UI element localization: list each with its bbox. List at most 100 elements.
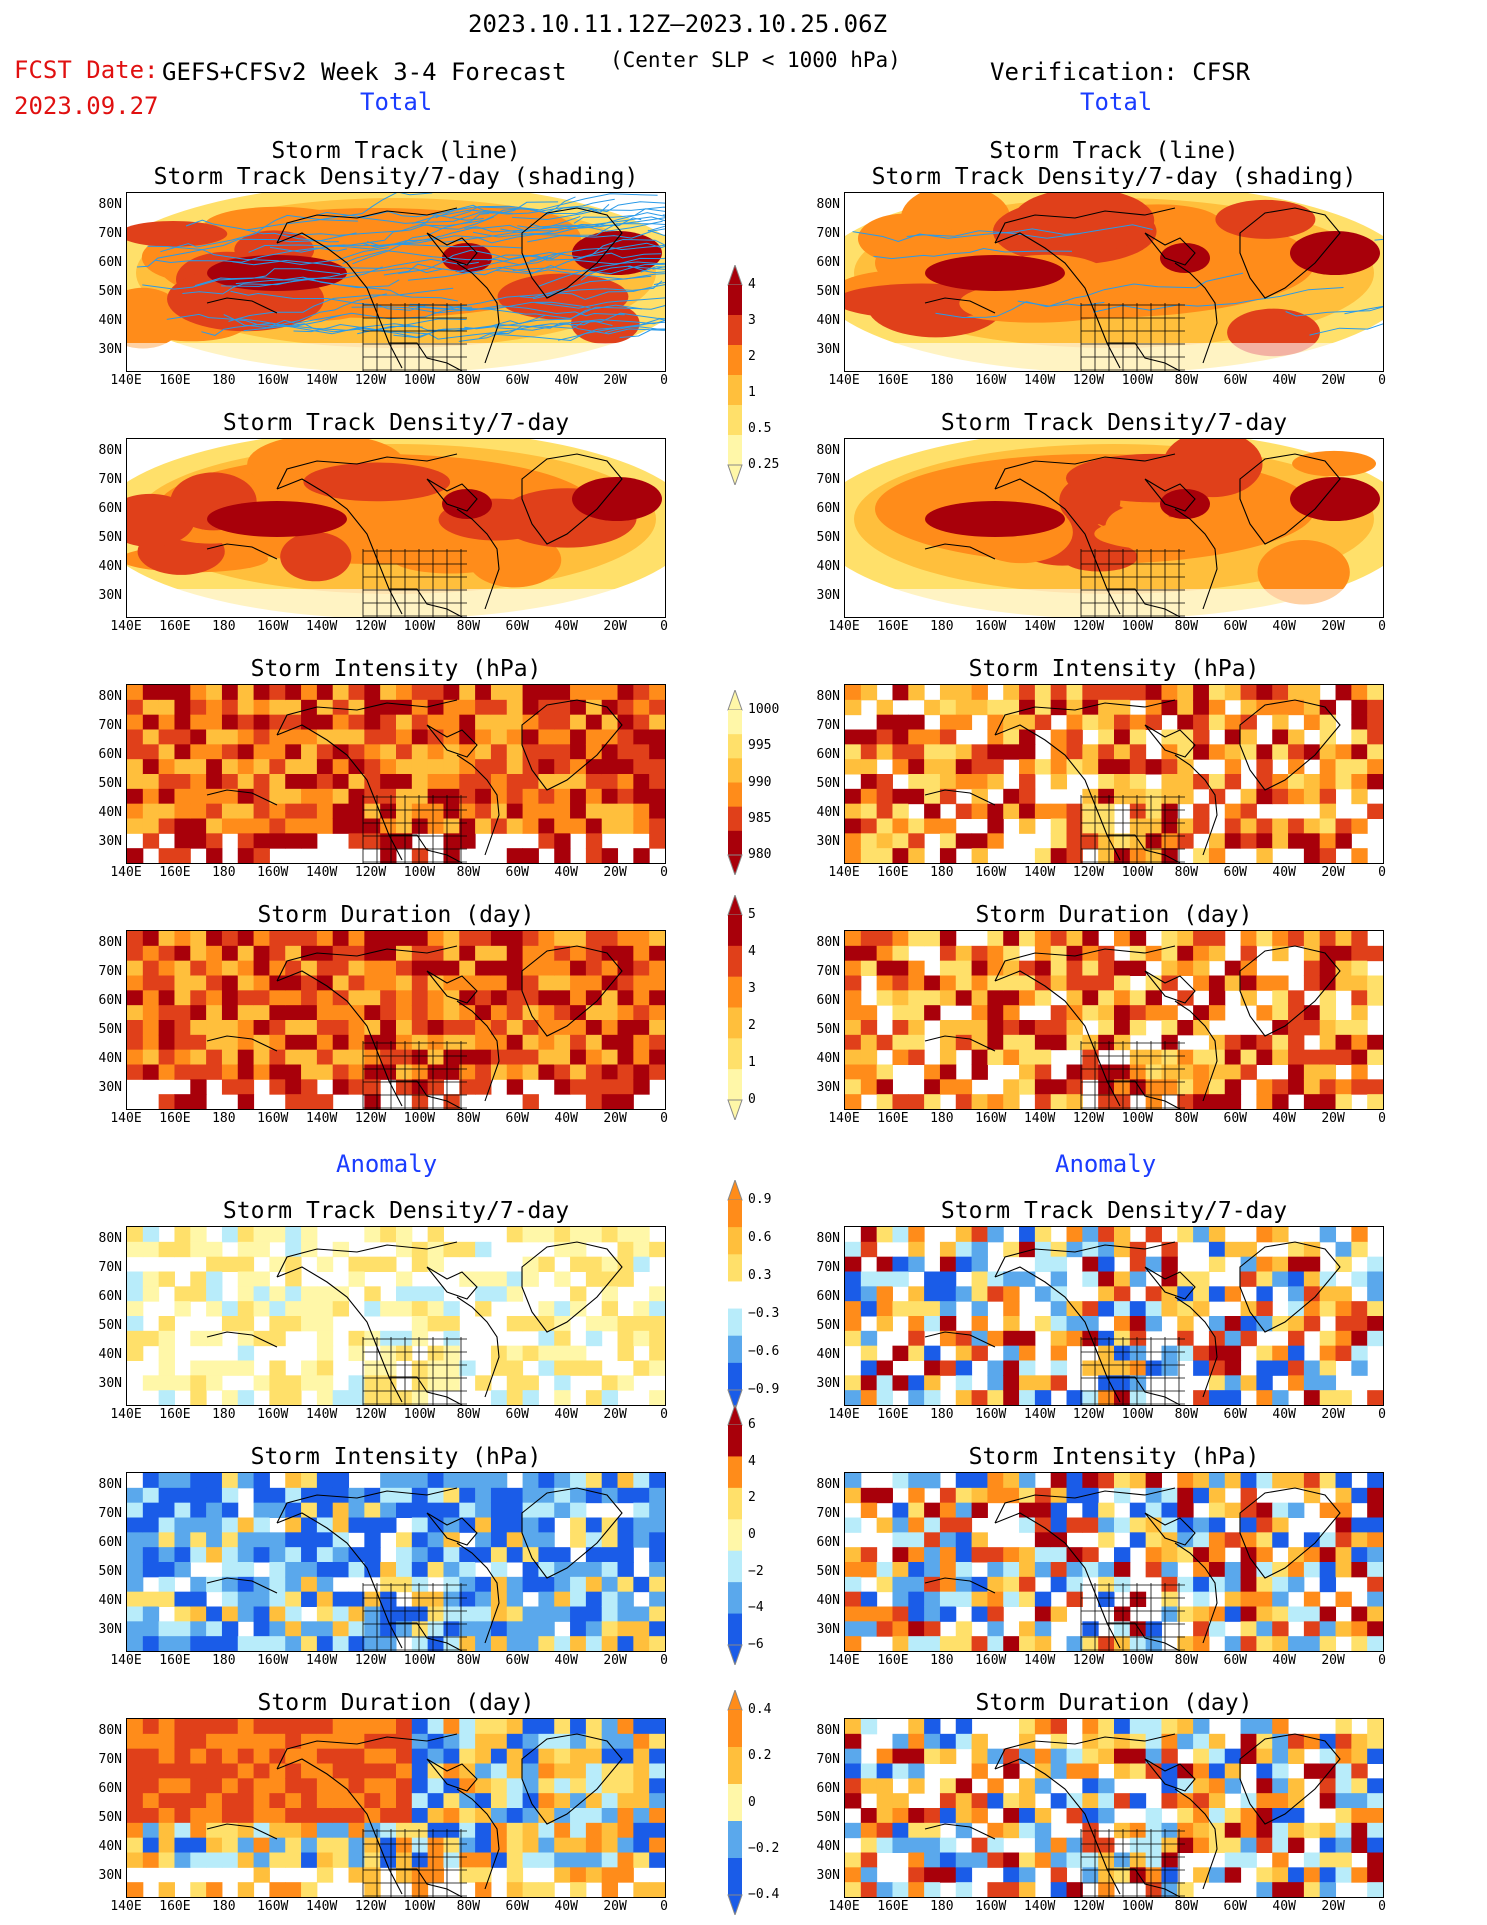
map-field <box>845 1719 1383 1897</box>
panel-title: Storm Track (line) <box>989 138 1239 164</box>
panel-title: Storm Track Density/7-day (shading) <box>871 164 1357 190</box>
colorbar-label: −2 <box>748 1563 764 1579</box>
lon-label: 160W <box>257 865 289 880</box>
lat-label: 60N <box>98 1289 122 1304</box>
lon-label: 0 <box>1378 865 1386 880</box>
lon-label: 160E <box>877 1653 909 1668</box>
lat-label: 60N <box>98 1781 122 1796</box>
colorbar-label: −0.6 <box>748 1344 780 1359</box>
lon-label: 80W <box>1174 1653 1199 1668</box>
colorbar-label: 980 <box>748 847 772 862</box>
forecast-map-panel <box>126 192 666 372</box>
anomaly-right-title: Anomaly <box>1055 1150 1157 1178</box>
lon-label: 180 <box>930 1407 954 1422</box>
lon-label: 140W <box>305 1899 338 1914</box>
lon-label: 40W <box>554 619 578 634</box>
map-field <box>127 931 665 1109</box>
lon-label: 120W <box>1072 865 1105 880</box>
lon-label: 180 <box>212 1111 236 1126</box>
lon-label: 140E <box>110 1111 142 1126</box>
lat-label: 50N <box>816 1564 840 1579</box>
colorbar-label: 990 <box>748 774 772 790</box>
lon-label: 0 <box>1378 1111 1386 1126</box>
lon-label: 60W <box>1223 373 1247 388</box>
lon-label: 100W <box>1121 1653 1154 1668</box>
lon-label: 20W <box>1321 1899 1345 1914</box>
lon-label: 60W <box>1223 1899 1247 1914</box>
lon-label: 60W <box>505 373 529 388</box>
lon-label: 60W <box>1223 1111 1247 1126</box>
lon-label: 140W <box>1023 1111 1056 1126</box>
lat-label: 30N <box>816 1080 840 1095</box>
lon-label: 0 <box>660 865 668 880</box>
lat-label: 70N <box>816 718 840 733</box>
colorbar-label: 2 <box>748 1490 756 1506</box>
lat-label: 80N <box>98 689 122 704</box>
lon-label: 60W <box>505 1407 529 1422</box>
lon-label: 140W <box>305 1653 338 1668</box>
lon-label: 0 <box>660 619 668 634</box>
lat-label: 50N <box>98 530 122 545</box>
forecast-map-panel <box>126 1226 666 1406</box>
colorbar <box>727 895 743 1120</box>
lon-label: 120W <box>354 865 387 880</box>
lon-label: 20W <box>603 619 627 634</box>
lon-label: 20W <box>1321 1653 1345 1668</box>
lat-label: 80N <box>98 197 122 212</box>
lat-label: 50N <box>98 1564 122 1579</box>
lon-label: 160W <box>975 1653 1007 1668</box>
lat-label: 70N <box>98 1506 122 1521</box>
verification-title: Verification: CFSR <box>990 58 1251 86</box>
colorbar-label: 0.25 <box>748 457 780 472</box>
map-field <box>127 1719 665 1897</box>
lon-label: 140E <box>828 1407 860 1422</box>
anomaly-left-title: Anomaly <box>336 1150 438 1178</box>
lon-label: 160E <box>877 619 909 634</box>
lat-label: 40N <box>98 1839 122 1854</box>
lon-label: 140W <box>305 1111 338 1126</box>
lon-label: 100W <box>403 1653 436 1668</box>
lon-label: 100W <box>403 1899 436 1914</box>
map-field <box>845 685 1383 863</box>
lat-label: 80N <box>98 1723 122 1738</box>
lon-label: 20W <box>603 1111 627 1126</box>
lon-label: 120W <box>354 1407 387 1422</box>
panel-title: Storm Track Density/7-day <box>222 410 570 436</box>
lon-label: 160W <box>975 373 1007 388</box>
lon-label: 140W <box>305 619 338 634</box>
lon-label: 20W <box>1321 373 1345 388</box>
lon-label: 40W <box>1272 1407 1296 1422</box>
lon-label: 140W <box>1023 1899 1056 1914</box>
colorbar-label: 0.2 <box>748 1748 772 1764</box>
lon-label: 100W <box>403 865 436 880</box>
verification-map-panel <box>844 192 1384 372</box>
colorbar <box>727 1405 743 1665</box>
colorbar-label: 3 <box>748 313 756 328</box>
lat-label: 40N <box>98 1347 122 1362</box>
lon-label: 140E <box>828 1653 860 1668</box>
lon-label: 160W <box>975 619 1007 634</box>
lat-label: 80N <box>816 197 840 212</box>
lon-label: 40W <box>554 865 578 880</box>
lat-label: 70N <box>816 226 840 241</box>
verification-map-panel <box>844 1718 1384 1898</box>
lon-label: 0 <box>1378 373 1386 388</box>
panel-title: Storm Intensity (hPa) <box>250 1444 542 1470</box>
model-title: GEFS+CFSv2 Week 3-4 Forecast <box>162 58 567 86</box>
lon-label: 20W <box>603 1899 627 1914</box>
colorbar-label: −6 <box>748 1637 764 1652</box>
lon-label: 0 <box>660 1111 668 1126</box>
lon-label: 140E <box>110 1899 142 1914</box>
lat-label: 30N <box>98 834 122 849</box>
map-field <box>127 439 665 617</box>
lon-label: 140E <box>828 619 860 634</box>
lat-label: 30N <box>816 834 840 849</box>
lon-label: 40W <box>1272 1653 1296 1668</box>
lat-label: 70N <box>816 1752 840 1767</box>
colorbar-label: 5 <box>748 907 756 922</box>
colorbar-label: 0 <box>748 1527 756 1542</box>
lat-label: 40N <box>98 559 122 574</box>
lon-label: 120W <box>1072 1899 1105 1914</box>
colorbar-label: 4 <box>748 277 756 292</box>
verification-map-panel <box>844 1472 1384 1652</box>
